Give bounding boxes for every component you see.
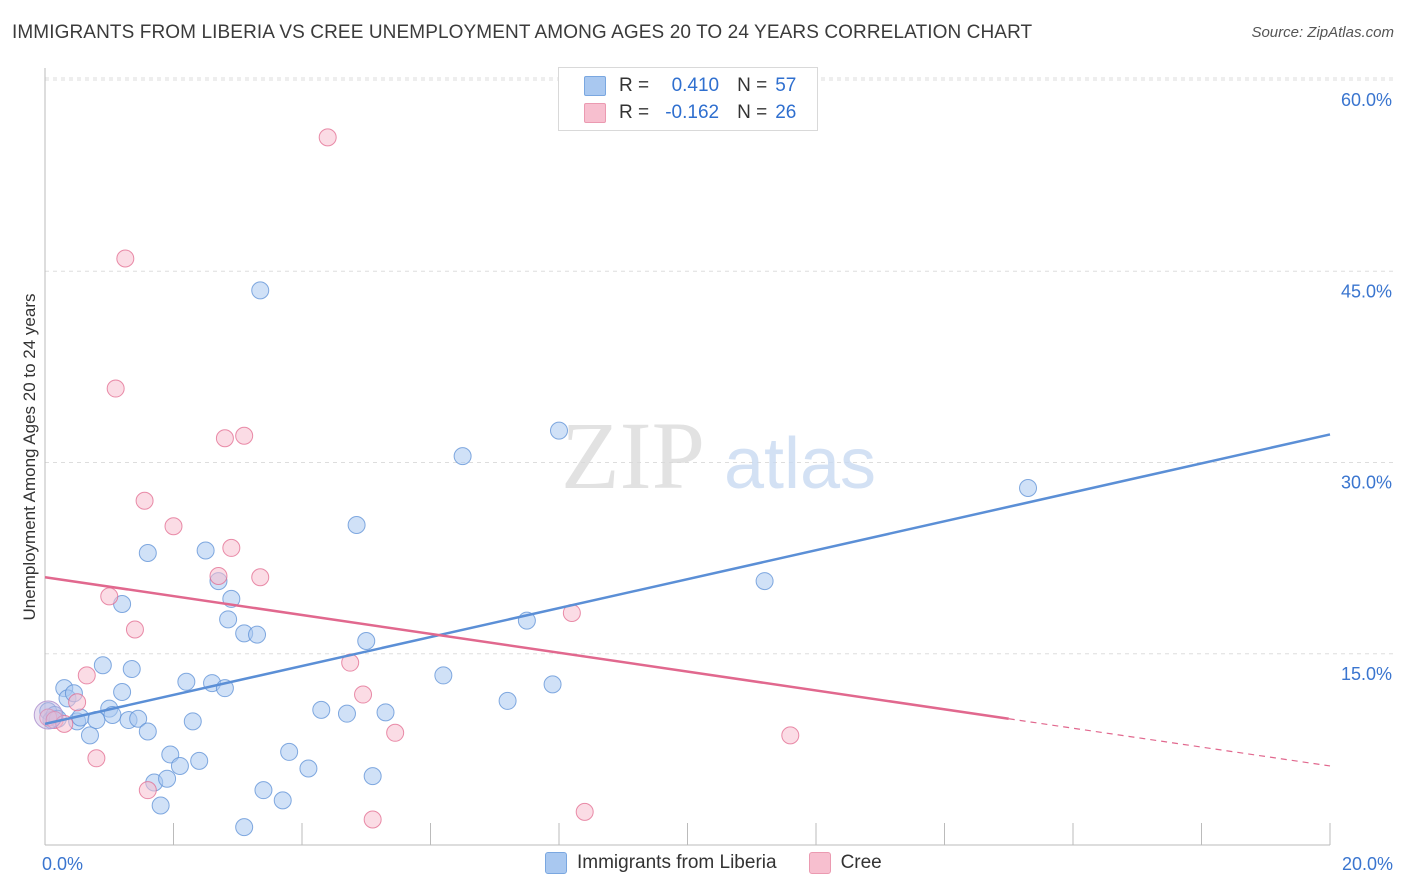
liberia-point [254,781,273,800]
cree-point [135,491,154,510]
data-points [33,128,1038,837]
r-label: R = [619,75,650,96]
liberia-point [235,818,254,837]
cree-point [106,379,125,398]
axes [44,68,1331,846]
liberia-point [347,515,366,534]
liberia-point [138,544,157,563]
liberia-point [80,726,99,745]
n-label: N = [737,102,768,123]
legend-row-cree: R = -0.162 N = 26 [584,101,797,125]
n-value: 57 [775,75,797,96]
legend-swatch-liberia [584,76,606,96]
liberia-point [550,421,568,440]
legend-label-liberia: Immigrants from Liberia [577,852,777,873]
liberia-point [151,796,170,815]
x-tick-label: 20.0% [1342,854,1393,874]
legend-label-cree: Cree [840,852,882,873]
cree-point [222,538,241,557]
liberia-point [299,759,318,778]
liberia-point [251,281,270,300]
liberia-point [755,572,774,591]
cree-point [68,693,87,712]
liberia-point [453,447,472,466]
liberia-point [357,632,376,650]
series-legend: Immigrants from Liberia Cree [545,852,914,874]
n-label: N = [737,75,768,96]
cree-point [386,723,405,742]
cree-point [215,429,234,448]
chart-title: IMMIGRANTS FROM LIBERIA VS CREE UNEMPLOY… [12,22,1033,43]
watermark-zip: ZIP [561,402,705,509]
cree-point [77,666,96,685]
cree-point [235,426,254,445]
cree-point [575,802,594,821]
watermark: ZIP atlas [561,402,876,509]
liberia-point [498,691,517,710]
n-value: 26 [775,102,797,123]
cree-point [354,685,373,704]
liberia-point [138,722,157,741]
liberia-trendline [44,433,1331,726]
liberia-point [183,712,202,731]
cree-point [781,726,800,745]
liberia-point [161,745,180,764]
y-tick-label: 15.0% [1341,664,1392,684]
liberia-point [273,791,292,810]
liberia-point [190,751,209,770]
source-label: Source: ZipAtlas.com [1251,24,1394,41]
liberia-point [376,703,395,722]
y-tick-label: 45.0% [1341,281,1392,301]
liberia-point [248,625,267,644]
x-tick-label: 0.0% [42,854,83,874]
gridlines [45,77,1395,655]
legend-item-liberia[interactable]: Immigrants from Liberia [545,852,777,874]
cree-point [251,568,270,587]
cluster-point [33,700,63,730]
cree-point [138,781,157,800]
liberia-point [196,541,215,560]
liberia-point [543,675,562,694]
legend-item-cree[interactable]: Cree [808,852,882,874]
legend-row-liberia: R = 0.410 N = 57 [584,74,797,98]
liberia-point [434,666,453,685]
liberia-point [1019,479,1038,497]
liberia-point [93,656,112,675]
liberia-point [177,672,196,691]
trendlines [44,433,1331,767]
cree-trendline-extension [1008,718,1331,767]
legend-swatch-liberia [545,852,567,874]
correlation-legend: R = 0.410 N = 57 R = -0.162 N = 26 [558,67,818,131]
cree-point [318,128,337,147]
legend-swatch-cree [584,103,606,123]
liberia-point [113,683,132,701]
y-tick-label: 60.0% [1341,90,1392,110]
legend-swatch-cree [808,852,831,874]
cree-point [116,249,135,268]
liberia-point [170,756,189,775]
r-value: 0.410 [671,75,720,96]
r-label: R = [619,102,650,123]
tick-labels: 15.0% 30.0% 45.0% 60.0% 0.0% 20.0% [42,90,1393,874]
cree-point [100,587,119,606]
cree-point [125,620,144,639]
cree-point [164,517,183,536]
liberia-point [363,767,382,786]
liberia-point [219,610,238,629]
liberia-point [337,704,356,723]
liberia-point [280,742,299,761]
liberia-point [158,769,177,788]
cree-point [363,810,382,829]
cree-trendline [44,576,1009,721]
y-tick-label: 30.0% [1341,473,1392,493]
cree-point [87,749,106,768]
watermark-atlas: atlas [724,424,876,504]
liberia-point [129,709,148,728]
liberia-point [122,660,141,679]
liberia-point [312,700,331,719]
r-value: -0.162 [665,102,720,123]
cree-point [209,566,228,585]
